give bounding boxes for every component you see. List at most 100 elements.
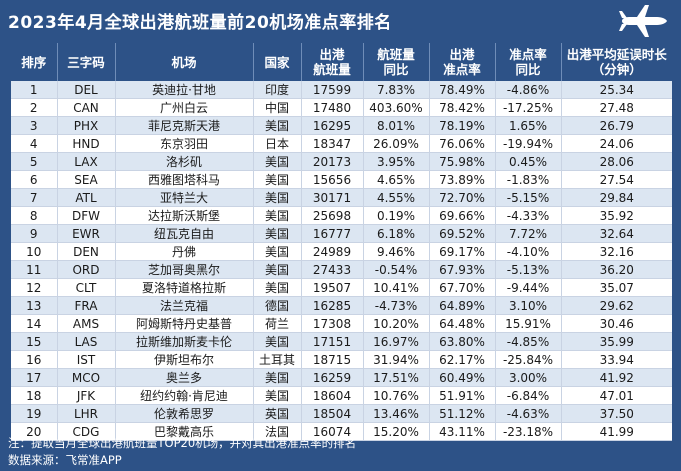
cell-ontime-yoy: 1.65% bbox=[495, 116, 562, 135]
cell-avg-delay: 36.20 bbox=[561, 260, 672, 279]
cell-departures-yoy: 3.95% bbox=[363, 152, 430, 171]
cell-ontime-rate: 43.11% bbox=[429, 422, 496, 441]
cell-airport: 丹佛 bbox=[115, 242, 254, 261]
cell-ontime-rate: 51.91% bbox=[429, 386, 496, 405]
cell-departures-yoy: 0.19% bbox=[363, 206, 430, 225]
cell-airport: 达拉斯沃斯堡 bbox=[115, 206, 254, 225]
cell-rank: 10 bbox=[11, 242, 58, 261]
cell-country: 荷兰 bbox=[253, 314, 302, 333]
cell-avg-delay: 27.48 bbox=[561, 98, 672, 117]
cell-ontime-yoy: -1.83% bbox=[495, 170, 562, 189]
cell-rank: 8 bbox=[11, 206, 58, 225]
footer-note: 注：提取当月全球出港航班量TOP20机场，并对其出港准点率的排名 bbox=[8, 436, 357, 450]
cell-rank: 12 bbox=[11, 278, 58, 297]
cell-rank: 14 bbox=[11, 314, 58, 333]
cell-departures: 16285 bbox=[301, 296, 364, 315]
cell-avg-delay: 41.92 bbox=[561, 368, 672, 387]
cell-country: 美国 bbox=[253, 170, 302, 189]
cell-rank: 19 bbox=[11, 404, 58, 423]
column-header-ontime-rate: 出港 准点率 bbox=[429, 43, 496, 81]
cell-departures: 24989 bbox=[301, 242, 364, 261]
cell-avg-delay: 33.94 bbox=[561, 350, 672, 369]
cell-country: 美国 bbox=[253, 116, 302, 135]
cell-departures-yoy: -4.73% bbox=[363, 296, 430, 315]
cell-ontime-yoy: -4.86% bbox=[495, 81, 562, 99]
cell-avg-delay: 27.54 bbox=[561, 170, 672, 189]
column-header-avg-delay: 出港平均延误时长 （分钟） bbox=[561, 43, 672, 81]
cell-avg-delay: 35.92 bbox=[561, 206, 672, 225]
table-row: 8 DFW 达拉斯沃斯堡 美国 25698 0.19% 69.66% -4.33% 35.92 bbox=[11, 206, 672, 225]
table-row: 12 CLT 夏洛特道格拉斯 美国 19507 10.41% 67.70% -9.44% 35.… bbox=[11, 278, 672, 297]
cell-departures: 18347 bbox=[301, 134, 364, 153]
cell-departures: 17151 bbox=[301, 332, 364, 351]
cell-departures-yoy: 7.83% bbox=[363, 81, 430, 99]
cell-country: 美国 bbox=[253, 332, 302, 351]
cell-departures: 17308 bbox=[301, 314, 364, 333]
cell-ontime-yoy: -19.94% bbox=[495, 134, 562, 153]
cell-airport: 法兰克福 bbox=[115, 296, 254, 315]
cell-ontime-rate: 63.80% bbox=[429, 332, 496, 351]
cell-airport: 奥兰多 bbox=[115, 368, 254, 387]
cell-country: 美国 bbox=[253, 206, 302, 225]
cell-rank: 5 bbox=[11, 152, 58, 171]
column-header-departures-yoy: 航班量 同比 bbox=[363, 43, 430, 81]
table-row: 5 LAX 洛杉矶 美国 20173 3.95% 75.98% 0.45% 28.06 bbox=[11, 152, 672, 171]
cell-departures-yoy: 9.46% bbox=[363, 242, 430, 261]
cell-ontime-yoy: -5.15% bbox=[495, 188, 562, 207]
cell-ontime-rate: 51.12% bbox=[429, 404, 496, 423]
cell-ontime-yoy: -4.63% bbox=[495, 404, 562, 423]
cell-avg-delay: 30.46 bbox=[561, 314, 672, 333]
cell-departures-yoy: 4.55% bbox=[363, 188, 430, 207]
cell-departures: 15656 bbox=[301, 170, 364, 189]
cell-avg-delay: 29.84 bbox=[561, 188, 672, 207]
cell-rank: 9 bbox=[11, 224, 58, 243]
cell-airport: 纽瓦克自由 bbox=[115, 224, 254, 243]
cell-country: 德国 bbox=[253, 296, 302, 315]
cell-iata: HND bbox=[57, 134, 116, 153]
footer-source: 数据来源：飞常准APP bbox=[8, 453, 122, 467]
cell-rank: 2 bbox=[11, 98, 58, 117]
cell-rank: 3 bbox=[11, 116, 58, 135]
cell-airport: 英迪拉·甘地 bbox=[115, 81, 254, 99]
cell-departures: 16074 bbox=[301, 422, 364, 441]
cell-ontime-yoy: -4.33% bbox=[495, 206, 562, 225]
column-header-departures: 出港 航班量 bbox=[301, 43, 364, 81]
cell-departures-yoy: 31.94% bbox=[363, 350, 430, 369]
table-row: 15 LAS 拉斯维加斯麦卡伦 美国 17151 16.97% 63.80% -4.85% 35… bbox=[11, 332, 672, 351]
cell-iata: MCO bbox=[57, 368, 116, 387]
column-header-iata: 三字码 bbox=[57, 43, 116, 81]
cell-rank: 7 bbox=[11, 188, 58, 207]
title-bar: 2023年4月全球出港航班量前20机场准点率排名 bbox=[0, 0, 681, 38]
cell-avg-delay: 32.64 bbox=[561, 224, 672, 243]
cell-ontime-yoy: -4.10% bbox=[495, 242, 562, 261]
cell-rank: 1 bbox=[11, 81, 58, 99]
cell-country: 中国 bbox=[253, 98, 302, 117]
cell-ontime-rate: 78.19% bbox=[429, 116, 496, 135]
column-header-airport: 机场 bbox=[115, 43, 254, 81]
cell-airport: 洛杉矶 bbox=[115, 152, 254, 171]
cell-country: 美国 bbox=[253, 278, 302, 297]
cell-ontime-rate: 75.98% bbox=[429, 152, 496, 171]
cell-country: 美国 bbox=[253, 260, 302, 279]
cell-ontime-rate: 62.17% bbox=[429, 350, 496, 369]
airplane-icon bbox=[619, 5, 667, 37]
table-row: 11 ORD 芝加哥奥黑尔 美国 27433 -0.54% 67.93% -5.13% 36.2… bbox=[11, 260, 672, 279]
cell-avg-delay: 28.06 bbox=[561, 152, 672, 171]
cell-departures: 16295 bbox=[301, 116, 364, 135]
cell-ontime-yoy: -23.18% bbox=[495, 422, 562, 441]
cell-ontime-yoy: 15.91% bbox=[495, 314, 562, 333]
cell-iata: ATL bbox=[57, 188, 116, 207]
cell-avg-delay: 24.06 bbox=[561, 134, 672, 153]
table-row: 16 IST 伊斯坦布尔 土耳其 18715 31.94% 62.17% -25.84% 33.… bbox=[11, 350, 672, 369]
cell-iata: LAX bbox=[57, 152, 116, 171]
cell-country: 土耳其 bbox=[253, 350, 302, 369]
cell-airport: 东京羽田 bbox=[115, 134, 254, 153]
cell-ontime-rate: 64.48% bbox=[429, 314, 496, 333]
column-header-country: 国家 bbox=[253, 43, 302, 81]
table-row: 1 DEL 英迪拉·甘地 印度 17599 7.83% 78.49% -4.86% 25.34 bbox=[11, 81, 672, 99]
table-row: 7 ATL 亚特兰大 美国 30171 4.55% 72.70% -5.15% 29.84 bbox=[11, 188, 672, 207]
cell-ontime-yoy: 3.00% bbox=[495, 368, 562, 387]
cell-departures-yoy: 4.65% bbox=[363, 170, 430, 189]
cell-country: 美国 bbox=[253, 188, 302, 207]
cell-iata: CAN bbox=[57, 98, 116, 117]
